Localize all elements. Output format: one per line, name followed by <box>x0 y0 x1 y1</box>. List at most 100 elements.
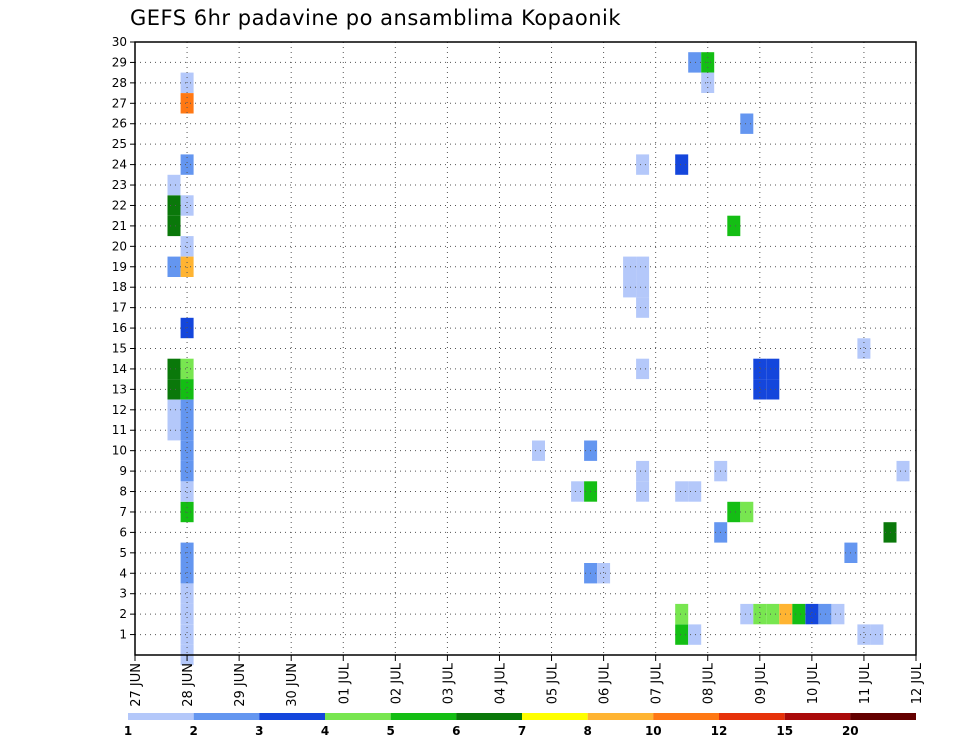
heatmap-cell <box>180 603 194 625</box>
x-tick-label: 05 JUL <box>546 662 561 704</box>
heatmap-cell <box>870 624 884 645</box>
heatmap-cell <box>623 256 637 277</box>
x-tick-label: 30 JUN <box>285 663 300 707</box>
heatmap-cell <box>180 399 194 420</box>
colorbar-label: 4 <box>321 724 329 738</box>
y-tick-label: 24 <box>112 158 127 172</box>
heatmap-cell <box>818 603 832 625</box>
heatmap-cell <box>636 460 650 482</box>
y-tick-label: 3 <box>119 587 127 601</box>
y-tick-label: 21 <box>112 219 127 233</box>
colorbar-label: 3 <box>255 724 263 738</box>
y-tick-label: 2 <box>119 607 127 621</box>
colorbar-segment <box>193 713 260 720</box>
heatmap-cell <box>180 93 194 114</box>
heatmap-cell <box>180 583 194 604</box>
y-tick-label: 17 <box>112 301 127 315</box>
heatmap-cell <box>688 52 702 73</box>
heatmap-cell <box>766 603 780 625</box>
heatmap-cell <box>180 624 194 645</box>
y-tick-label: 29 <box>112 55 127 69</box>
y-tick-label: 16 <box>112 321 127 335</box>
colorbar-segment <box>784 713 851 720</box>
y-tick-label: 1 <box>119 628 127 642</box>
heatmap-cell <box>766 379 780 400</box>
colorbar-label: 8 <box>584 724 592 738</box>
heatmap-cell <box>740 113 754 134</box>
heatmap-cell <box>597 563 611 584</box>
heatmap-cell <box>896 460 910 482</box>
colorbar-segment <box>850 713 916 720</box>
heatmap-cell <box>167 215 181 237</box>
y-tick-label: 18 <box>112 280 127 294</box>
heatmap-cell <box>792 603 806 625</box>
x-tick-label: 12 JUL <box>910 662 925 704</box>
heatmap-cell <box>805 603 819 625</box>
heatmap-cell <box>167 420 181 441</box>
y-tick-label: 26 <box>112 117 127 131</box>
x-tick-label: 03 JUL <box>441 662 456 704</box>
x-tick-label: 07 JUL <box>650 662 665 704</box>
heatmap-cell <box>180 440 194 461</box>
heatmap-cell <box>636 297 650 318</box>
y-tick-label: 22 <box>112 198 127 212</box>
heatmap-cell <box>571 481 585 502</box>
colorbar-label: 12 <box>711 724 728 738</box>
y-tick-label: 8 <box>119 485 127 499</box>
colorbar-segment <box>128 713 194 720</box>
colorbar-layer: 1 2 3 4 5 6 7 8 10 12 15 20 <box>124 713 916 738</box>
y-tick-label: 4 <box>119 566 127 580</box>
heatmap-cell <box>180 563 194 584</box>
heatmap-cell <box>167 399 181 420</box>
colorbar-segment <box>522 713 588 720</box>
x-tick-label: 10 JUL <box>806 662 821 704</box>
y-tick-label: 14 <box>112 362 127 376</box>
y-tick-label: 15 <box>112 342 127 356</box>
cells-layer <box>167 52 910 666</box>
heatmap-cell <box>740 603 754 625</box>
x-tick-label: 27 JUN <box>129 663 144 707</box>
y-tick-label: 9 <box>119 464 127 478</box>
colorbar-label: 6 <box>452 724 460 738</box>
x-tick-label: 28 JUN <box>181 663 196 707</box>
heatmap-cell <box>688 481 702 502</box>
axis-layer: 1234567891011121314151617181920212223242… <box>112 35 925 707</box>
x-tick-label: 08 JUL <box>702 662 717 704</box>
y-tick-label: 10 <box>112 444 127 458</box>
y-tick-label: 25 <box>112 137 127 151</box>
y-tick-label: 23 <box>112 178 127 192</box>
colorbar-label: 20 <box>842 724 859 738</box>
colorbar-label: 7 <box>518 724 526 738</box>
y-tick-label: 20 <box>112 239 127 253</box>
heatmap-cell <box>180 195 194 216</box>
heatmap-cell <box>675 481 689 502</box>
y-tick-label: 7 <box>119 505 127 519</box>
x-tick-label: 01 JUL <box>337 662 352 704</box>
heatmap-cell <box>180 379 194 400</box>
heatmap-cell <box>753 358 767 380</box>
heatmap-cell <box>180 460 194 482</box>
heatmap-cell <box>857 624 871 645</box>
heatmap-cell <box>831 603 845 625</box>
heatmap-cell <box>636 154 650 175</box>
heatmap-cell <box>180 481 194 502</box>
x-tick-label: 04 JUL <box>493 662 508 704</box>
heatmap-cell <box>727 215 741 237</box>
colorbar-segment <box>259 713 325 720</box>
heatmap-cell <box>180 236 194 257</box>
heatmap-cell <box>636 256 650 277</box>
heatmap-cell <box>675 624 689 645</box>
heatmap-cell <box>753 379 767 400</box>
heatmap-cell <box>675 603 689 625</box>
y-tick-label: 13 <box>112 382 127 396</box>
heatmap-cell <box>766 358 780 380</box>
colorbar-segment <box>719 713 785 720</box>
colorbar-label: 5 <box>387 724 395 738</box>
chart-title: GEFS 6hr padavine po ansamblima Kopaonik <box>130 6 622 30</box>
x-tick-label: 29 JUN <box>233 663 248 707</box>
colorbar-segment <box>390 713 457 720</box>
colorbar-label: 10 <box>645 724 662 738</box>
y-tick-label: 6 <box>119 525 127 539</box>
heatmap-cell <box>532 440 545 461</box>
x-tick-label: 11 JUL <box>858 662 873 704</box>
